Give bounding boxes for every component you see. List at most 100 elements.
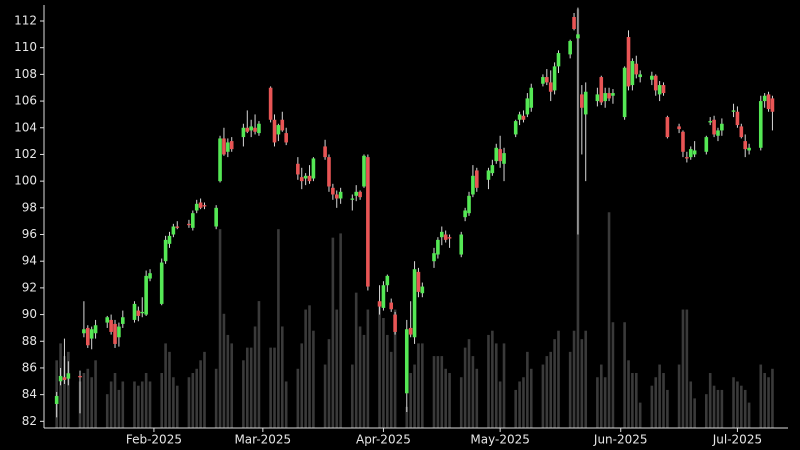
volume-bar [242, 360, 245, 428]
volume-bar [386, 334, 389, 428]
candle-body [439, 231, 444, 238]
volume-bar [487, 334, 490, 428]
volume-bar [175, 385, 179, 428]
candle-body [109, 319, 113, 332]
volume-bar [475, 368, 479, 428]
candle-body [758, 101, 763, 148]
volume-bar [712, 385, 716, 428]
candle-body [307, 175, 312, 182]
candle-body [747, 147, 751, 151]
volume-bar [448, 373, 451, 428]
candle-body [58, 375, 63, 382]
candle-body [731, 110, 736, 112]
volume-bar [662, 373, 665, 428]
candle-body [443, 234, 448, 240]
candle-body [268, 87, 273, 120]
volume-bar [284, 381, 288, 428]
volume-bar [109, 381, 113, 428]
y-tick-label: 88 [22, 334, 37, 348]
y-tick-label: 102 [14, 147, 37, 161]
volume-bar [522, 377, 525, 428]
volume-bar [230, 343, 234, 428]
volume-bar [502, 343, 506, 428]
volume-bar [90, 377, 93, 428]
candle-body [253, 127, 257, 132]
volume-bar [627, 360, 630, 428]
volume-bar [160, 373, 164, 428]
volume-bar [389, 351, 393, 428]
candle-body [338, 191, 343, 199]
candle-body [385, 275, 390, 286]
x-tick-label: Mar-2025 [234, 433, 291, 447]
volume-bar [253, 326, 257, 428]
candle-body [89, 329, 94, 339]
candle-body [498, 149, 502, 162]
candle-body [471, 175, 475, 195]
candle-body [303, 175, 308, 179]
candle-body [381, 285, 386, 308]
candle-body [770, 98, 775, 112]
volume-bar [327, 339, 331, 428]
candle-body [163, 239, 168, 262]
candle-body [502, 153, 506, 164]
volume-bar [409, 373, 412, 428]
candle-body [572, 17, 576, 30]
volume-bar [529, 368, 533, 428]
x-tick-label: May-2025 [470, 433, 529, 447]
volume-bar [432, 356, 436, 428]
y-tick-label: 108 [14, 67, 37, 81]
candle-body [191, 213, 195, 228]
volume-bar [634, 373, 638, 428]
candle-body [78, 375, 82, 378]
candle-body [762, 95, 767, 102]
candle-body [358, 191, 362, 198]
volume-bar [133, 381, 136, 428]
volume-bar [607, 212, 611, 428]
candle-body [117, 326, 121, 338]
volume-bar [312, 330, 315, 428]
candle-body [743, 141, 748, 150]
volume-bar [226, 334, 230, 428]
volume-bar [549, 351, 553, 428]
volume-layer [55, 9, 774, 428]
volume-bar [553, 339, 556, 428]
candle-body [688, 149, 693, 158]
volume-bar [121, 381, 125, 428]
candle-body [638, 74, 642, 78]
volume-bar [572, 330, 576, 428]
candle-body [113, 323, 117, 344]
candle-body [607, 93, 611, 99]
candle-body [241, 127, 246, 138]
volume-bar [677, 364, 681, 428]
volume-bar [280, 326, 284, 428]
candle-body [420, 286, 425, 294]
x-tick-label: Feb-2025 [126, 433, 182, 447]
volume-bar [471, 356, 475, 428]
volume-bar [658, 364, 661, 428]
volume-bar [245, 347, 249, 428]
candle-body [513, 121, 518, 135]
volume-bar [354, 292, 358, 428]
volume-bar [113, 373, 117, 428]
volume-bar [405, 406, 409, 428]
volume-bar [623, 322, 626, 428]
volume-bar [463, 347, 467, 428]
volume-bar [708, 373, 712, 428]
candle-body [436, 239, 440, 255]
candle-body [630, 61, 635, 86]
candle-body [132, 303, 137, 320]
volume-bar [666, 389, 669, 428]
candle-body [580, 94, 584, 108]
candle-body [447, 237, 452, 239]
candle-body [140, 311, 145, 314]
candle-body [194, 203, 199, 211]
candle-body [284, 133, 288, 143]
candle-body [548, 82, 553, 92]
volume-bar [681, 309, 685, 428]
volume-bar [650, 385, 654, 428]
volume-bar [144, 373, 148, 428]
y-tick-label: 110 [14, 40, 37, 54]
candle-body [408, 327, 413, 335]
volume-bar [740, 385, 743, 428]
